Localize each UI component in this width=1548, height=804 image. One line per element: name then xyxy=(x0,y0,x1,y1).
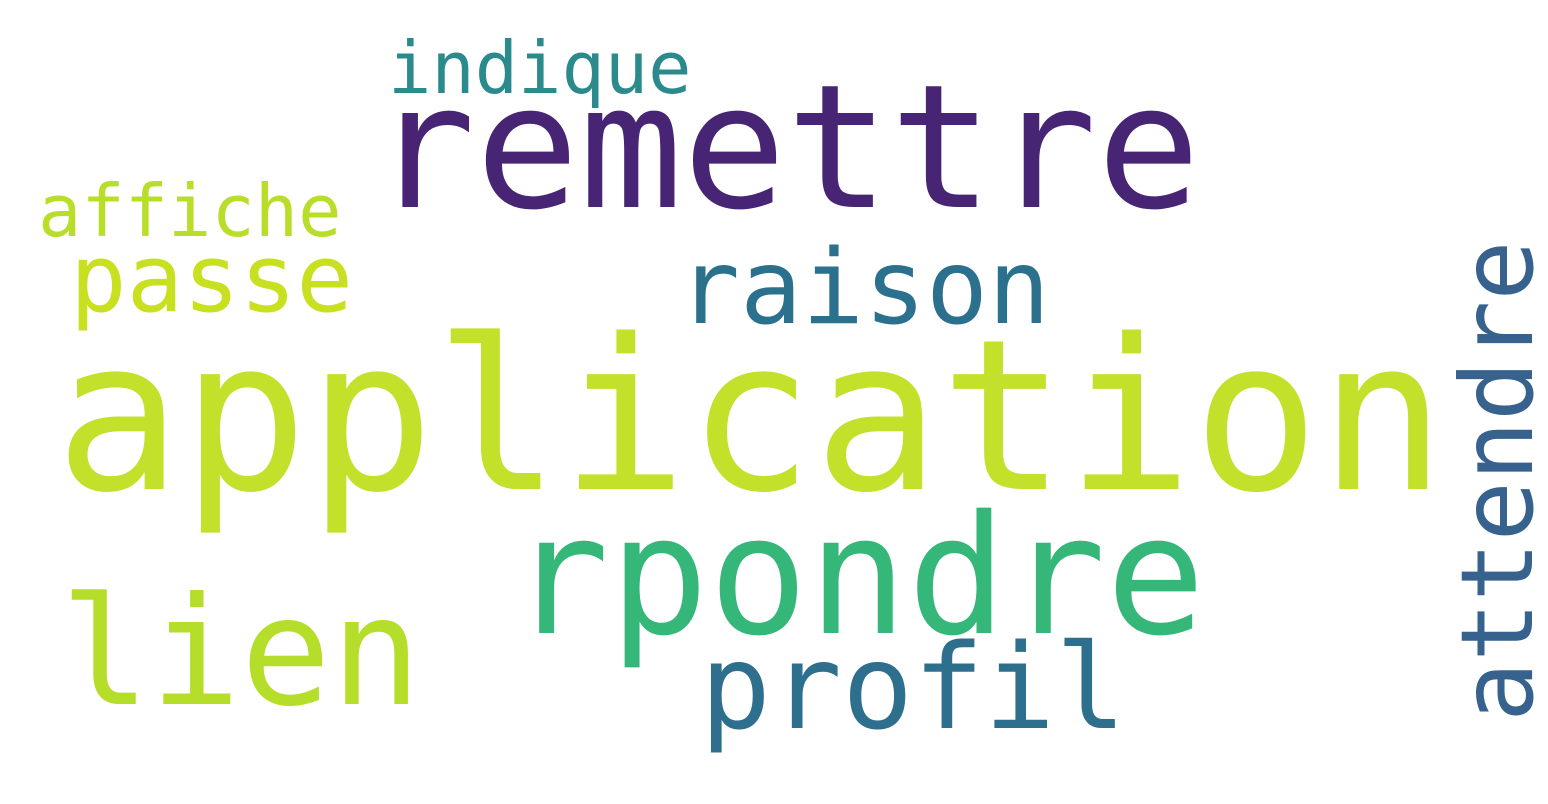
word-indique: indique xyxy=(388,26,692,110)
word-remettre: remettre xyxy=(372,47,1201,248)
word-passe: passe xyxy=(70,225,353,334)
word-application: application xyxy=(55,294,1446,539)
word-attendre: attendre xyxy=(1439,240,1548,722)
word-rpondre: rpondre xyxy=(510,480,1206,672)
word-affiche: affiche xyxy=(38,169,342,253)
word-profil: profil xyxy=(700,618,1127,756)
word-lien: lien xyxy=(60,566,422,740)
word-raison: raison xyxy=(678,228,1051,348)
